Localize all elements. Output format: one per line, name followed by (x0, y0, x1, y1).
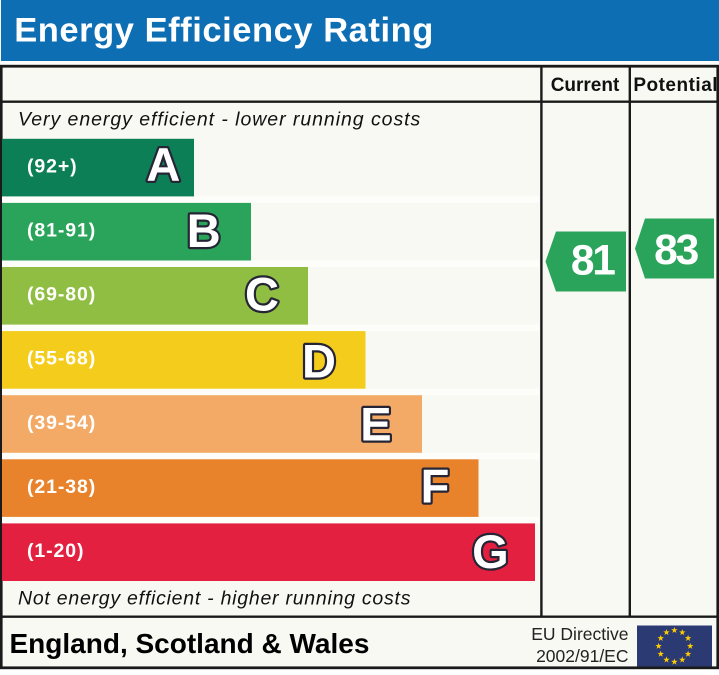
svg-text:England, Scotland & Wales: England, Scotland & Wales (10, 628, 370, 659)
svg-text:C: C (245, 268, 279, 321)
svg-text:G: G (472, 525, 509, 578)
svg-text:81: 81 (571, 238, 615, 285)
svg-text:(81-91): (81-91) (27, 220, 96, 242)
svg-text:2002/91/EC: 2002/91/EC (536, 646, 628, 666)
svg-text:Current: Current (551, 75, 620, 96)
svg-text:(55-68): (55-68) (27, 348, 96, 370)
svg-text:(69-80): (69-80) (27, 284, 96, 306)
svg-text:(21-38): (21-38) (27, 476, 96, 498)
svg-text:E: E (360, 397, 391, 450)
svg-text:(39-54): (39-54) (27, 412, 96, 434)
svg-text:83: 83 (654, 227, 698, 274)
svg-text:D: D (302, 334, 336, 387)
svg-text:B: B (187, 204, 221, 257)
svg-text:(92+): (92+) (27, 155, 78, 177)
svg-text:F: F (421, 460, 450, 513)
svg-text:Very energy efficient - lower: Very energy efficient - lower running co… (18, 108, 421, 130)
svg-text:A: A (146, 138, 180, 191)
svg-text:Not energy efficient - higher: Not energy efficient - higher running co… (18, 588, 411, 610)
svg-text:Potential: Potential (633, 75, 718, 96)
svg-text:EU Directive: EU Directive (531, 624, 628, 644)
svg-text:Energy Efficiency Rating: Energy Efficiency Rating (14, 12, 434, 50)
svg-text:(1-20): (1-20) (27, 540, 84, 562)
